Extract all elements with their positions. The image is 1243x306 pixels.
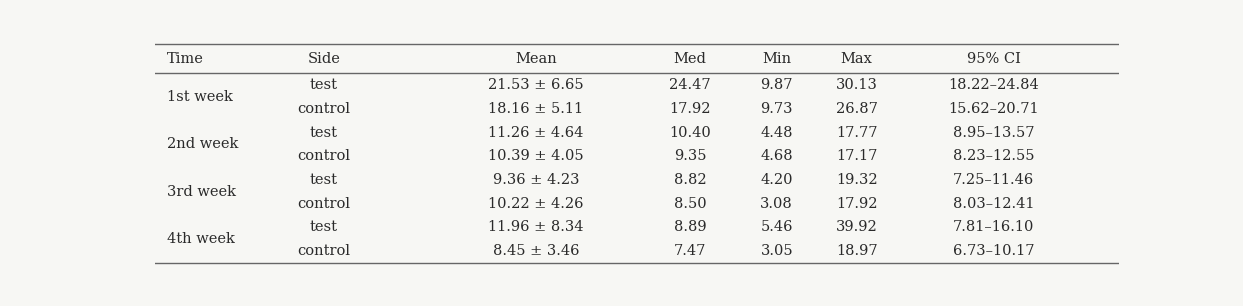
Text: 18.97: 18.97: [835, 244, 878, 258]
Text: 4.20: 4.20: [761, 173, 793, 187]
Text: test: test: [310, 220, 338, 234]
Text: 8.03–12.41: 8.03–12.41: [952, 197, 1034, 211]
Text: 15.62–20.71: 15.62–20.71: [948, 102, 1039, 116]
Text: 10.39 ± 4.05: 10.39 ± 4.05: [488, 149, 584, 163]
Text: 11.96 ± 8.34: 11.96 ± 8.34: [488, 220, 584, 234]
Text: 3rd week: 3rd week: [167, 185, 236, 199]
Text: 8.50: 8.50: [674, 197, 706, 211]
Text: 9.73: 9.73: [761, 102, 793, 116]
Text: 8.89: 8.89: [674, 220, 706, 234]
Text: 24.47: 24.47: [669, 78, 711, 92]
Text: 21.53 ± 6.65: 21.53 ± 6.65: [488, 78, 584, 92]
Text: 1st week: 1st week: [167, 90, 232, 104]
Text: control: control: [297, 197, 351, 211]
Text: control: control: [297, 244, 351, 258]
Text: 8.23–12.55: 8.23–12.55: [952, 149, 1034, 163]
Text: Med: Med: [674, 51, 706, 65]
Text: 4.48: 4.48: [761, 125, 793, 140]
Text: control: control: [297, 102, 351, 116]
Text: 9.36 ± 4.23: 9.36 ± 4.23: [492, 173, 579, 187]
Text: 3.05: 3.05: [761, 244, 793, 258]
Text: 17.92: 17.92: [669, 102, 711, 116]
Text: 18.16 ± 5.11: 18.16 ± 5.11: [488, 102, 583, 116]
Text: 11.26 ± 4.64: 11.26 ± 4.64: [488, 125, 583, 140]
Text: 17.92: 17.92: [837, 197, 878, 211]
Text: Side: Side: [307, 51, 341, 65]
Text: 26.87: 26.87: [835, 102, 878, 116]
Text: 7.81–16.10: 7.81–16.10: [953, 220, 1034, 234]
Text: 17.77: 17.77: [837, 125, 878, 140]
Text: 8.82: 8.82: [674, 173, 706, 187]
Text: 39.92: 39.92: [835, 220, 878, 234]
Text: 95% CI: 95% CI: [967, 51, 1021, 65]
Text: test: test: [310, 173, 338, 187]
Text: 4th week: 4th week: [167, 232, 235, 246]
Text: 7.25–11.46: 7.25–11.46: [953, 173, 1034, 187]
Text: Min: Min: [762, 51, 792, 65]
Text: 10.40: 10.40: [669, 125, 711, 140]
Text: 19.32: 19.32: [835, 173, 878, 187]
Text: 9.87: 9.87: [761, 78, 793, 92]
Text: 30.13: 30.13: [835, 78, 878, 92]
Text: 7.47: 7.47: [674, 244, 706, 258]
Text: 8.95–13.57: 8.95–13.57: [952, 125, 1034, 140]
Text: 2nd week: 2nd week: [167, 137, 239, 151]
Text: 5.46: 5.46: [761, 220, 793, 234]
Text: 3.08: 3.08: [761, 197, 793, 211]
Text: 17.17: 17.17: [837, 149, 878, 163]
Text: Mean: Mean: [515, 51, 557, 65]
Text: 6.73–10.17: 6.73–10.17: [952, 244, 1034, 258]
Text: 18.22–24.84: 18.22–24.84: [948, 78, 1039, 92]
Text: Time: Time: [167, 51, 204, 65]
Text: 10.22 ± 4.26: 10.22 ± 4.26: [488, 197, 584, 211]
Text: 9.35: 9.35: [674, 149, 706, 163]
Text: Max: Max: [840, 51, 873, 65]
Text: 4.68: 4.68: [761, 149, 793, 163]
Text: test: test: [310, 78, 338, 92]
Text: test: test: [310, 125, 338, 140]
Text: 8.45 ± 3.46: 8.45 ± 3.46: [492, 244, 579, 258]
Text: control: control: [297, 149, 351, 163]
